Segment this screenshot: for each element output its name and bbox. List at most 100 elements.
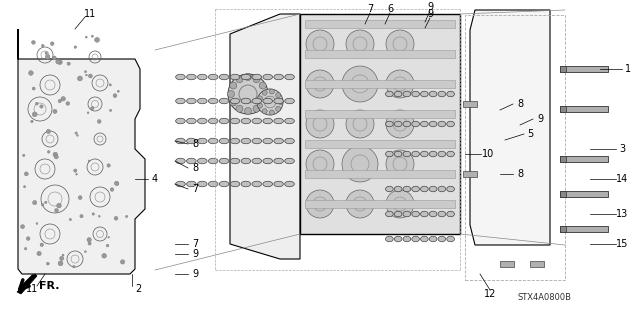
Circle shape bbox=[56, 59, 61, 64]
Ellipse shape bbox=[412, 186, 419, 192]
Circle shape bbox=[262, 91, 269, 98]
Circle shape bbox=[253, 105, 260, 112]
Circle shape bbox=[262, 109, 267, 114]
Circle shape bbox=[102, 254, 106, 258]
Bar bbox=[530, 261, 544, 267]
Ellipse shape bbox=[220, 74, 229, 80]
Circle shape bbox=[259, 82, 266, 89]
Ellipse shape bbox=[274, 138, 284, 144]
Circle shape bbox=[84, 251, 86, 253]
Circle shape bbox=[259, 99, 266, 106]
Bar bbox=[560, 191, 566, 197]
Ellipse shape bbox=[274, 158, 284, 164]
Bar bbox=[560, 106, 566, 112]
Ellipse shape bbox=[447, 211, 454, 217]
Ellipse shape bbox=[241, 138, 251, 144]
Ellipse shape bbox=[230, 158, 240, 164]
Text: 12: 12 bbox=[484, 289, 496, 299]
Bar bbox=[560, 66, 566, 72]
Ellipse shape bbox=[187, 118, 196, 124]
Ellipse shape bbox=[175, 118, 185, 124]
Ellipse shape bbox=[198, 118, 207, 124]
Ellipse shape bbox=[429, 121, 437, 127]
Circle shape bbox=[346, 30, 374, 58]
Ellipse shape bbox=[209, 138, 218, 144]
Text: 9: 9 bbox=[192, 249, 198, 259]
Ellipse shape bbox=[438, 151, 445, 157]
Circle shape bbox=[86, 74, 87, 76]
Circle shape bbox=[244, 108, 252, 115]
Text: 3: 3 bbox=[619, 144, 625, 154]
Text: 14: 14 bbox=[616, 174, 628, 184]
Ellipse shape bbox=[412, 91, 419, 97]
Circle shape bbox=[20, 225, 24, 229]
Circle shape bbox=[37, 251, 41, 256]
Text: 7: 7 bbox=[367, 4, 373, 14]
Text: 4: 4 bbox=[152, 174, 158, 184]
Circle shape bbox=[88, 160, 90, 162]
Text: 5: 5 bbox=[527, 129, 533, 139]
Circle shape bbox=[52, 56, 56, 60]
Bar bbox=[305, 20, 455, 28]
Circle shape bbox=[87, 112, 89, 114]
Ellipse shape bbox=[252, 138, 262, 144]
Circle shape bbox=[85, 36, 87, 38]
Polygon shape bbox=[230, 14, 300, 259]
Ellipse shape bbox=[429, 236, 437, 242]
Circle shape bbox=[74, 46, 77, 48]
Ellipse shape bbox=[285, 118, 294, 124]
Circle shape bbox=[116, 182, 119, 185]
Circle shape bbox=[31, 120, 33, 123]
Ellipse shape bbox=[420, 186, 428, 192]
Ellipse shape bbox=[285, 138, 294, 144]
Ellipse shape bbox=[403, 186, 411, 192]
Text: 8: 8 bbox=[517, 169, 523, 179]
Circle shape bbox=[26, 237, 30, 241]
Ellipse shape bbox=[403, 236, 411, 242]
Text: 9: 9 bbox=[537, 114, 543, 124]
Polygon shape bbox=[18, 29, 145, 274]
Circle shape bbox=[33, 201, 36, 205]
Circle shape bbox=[386, 70, 414, 98]
Bar bbox=[465, 15, 565, 280]
Circle shape bbox=[108, 236, 109, 238]
Circle shape bbox=[24, 248, 27, 250]
Text: 2: 2 bbox=[135, 284, 141, 294]
Ellipse shape bbox=[220, 118, 229, 124]
Circle shape bbox=[32, 112, 37, 117]
Ellipse shape bbox=[252, 74, 262, 80]
Bar bbox=[560, 226, 608, 232]
Ellipse shape bbox=[420, 211, 428, 217]
Ellipse shape bbox=[198, 98, 207, 104]
Circle shape bbox=[110, 188, 114, 191]
Ellipse shape bbox=[394, 121, 402, 127]
Ellipse shape bbox=[187, 74, 196, 80]
Circle shape bbox=[88, 242, 91, 245]
Ellipse shape bbox=[175, 74, 185, 80]
Circle shape bbox=[78, 196, 82, 199]
Ellipse shape bbox=[187, 98, 196, 104]
Circle shape bbox=[31, 41, 35, 44]
Ellipse shape bbox=[230, 181, 240, 187]
Circle shape bbox=[386, 150, 414, 178]
Circle shape bbox=[269, 89, 275, 94]
Circle shape bbox=[51, 42, 54, 46]
Text: FR.: FR. bbox=[39, 281, 60, 291]
Ellipse shape bbox=[187, 138, 196, 144]
Ellipse shape bbox=[220, 138, 229, 144]
Circle shape bbox=[75, 132, 77, 134]
Text: 13: 13 bbox=[616, 209, 628, 219]
Bar bbox=[560, 191, 608, 197]
Circle shape bbox=[228, 74, 268, 114]
Circle shape bbox=[84, 70, 86, 73]
Text: 11: 11 bbox=[84, 9, 96, 19]
Text: 7: 7 bbox=[192, 239, 198, 249]
Circle shape bbox=[57, 203, 61, 208]
Ellipse shape bbox=[394, 186, 402, 192]
Ellipse shape bbox=[252, 158, 262, 164]
Circle shape bbox=[62, 254, 64, 256]
Circle shape bbox=[53, 152, 58, 157]
Circle shape bbox=[230, 99, 237, 106]
Ellipse shape bbox=[420, 121, 428, 127]
Ellipse shape bbox=[263, 74, 273, 80]
